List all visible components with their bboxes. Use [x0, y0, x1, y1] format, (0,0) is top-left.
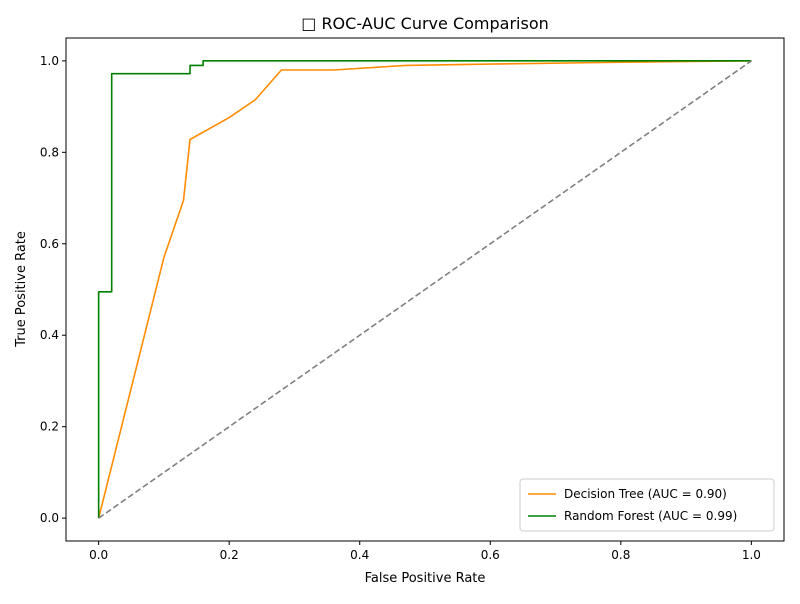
x-tick-label: 0.6	[481, 548, 500, 562]
x-tick-label: 0.4	[350, 548, 369, 562]
y-tick-label: 0.0	[40, 511, 59, 525]
x-axis-label: False Positive Rate	[365, 571, 486, 586]
legend-label: Decision Tree (AUC = 0.90)	[564, 487, 727, 501]
y-tick-label: 0.4	[40, 328, 59, 342]
x-tick-label: 0.8	[611, 548, 630, 562]
y-tick-label: 1.0	[40, 54, 59, 68]
series-line-reference	[98, 60, 752, 519]
legend-box	[519, 478, 775, 532]
plot-frame	[65, 37, 785, 542]
plot-area: 0.0 0.2 0.4 0.6 0.8 1.0 0.0 0.2 0.4 0.6 0.8 1.0 Deci…	[40, 37, 785, 562]
y-tick-label: 0.2	[40, 420, 59, 434]
legend-label: Random Forest (AUC = 0.99)	[564, 509, 737, 523]
series-line-decision-tree	[97, 60, 752, 519]
y-tick-label: 0.8	[40, 145, 59, 159]
chart-title: □ ROC-AUC Curve Comparison	[301, 14, 549, 33]
series-line-random-forest	[97, 60, 752, 519]
x-tick-label: 0.2	[220, 548, 239, 562]
y-tick-label: 0.6	[40, 237, 59, 251]
x-tick-label: 1.0	[742, 548, 761, 562]
x-tick-label: 0.0	[89, 548, 108, 562]
legend: Decision Tree (AUC = 0.90) Random Forest …	[519, 478, 775, 532]
y-axis-label: True Positive Rate	[14, 231, 29, 348]
